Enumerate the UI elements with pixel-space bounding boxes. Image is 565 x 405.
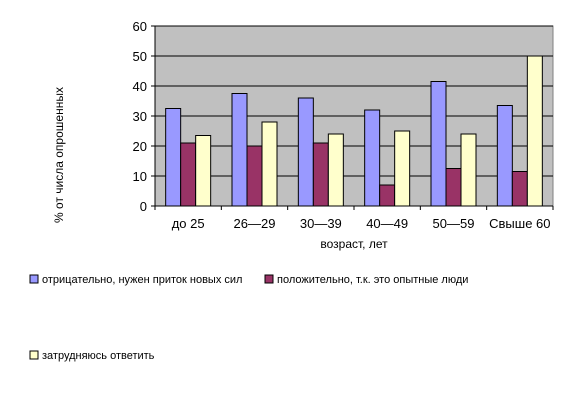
- legend-swatch: [29, 350, 39, 360]
- bar: [327, 133, 344, 207]
- x-tick-label: Свыше 60: [489, 216, 550, 231]
- y-tick-label: 20: [133, 139, 147, 154]
- bar: [312, 142, 329, 207]
- bar: [445, 168, 462, 207]
- legend-swatch: [264, 274, 274, 284]
- y-tick-label: 50: [133, 49, 147, 64]
- legend-label: затрудняюсь ответить: [42, 350, 155, 362]
- bar: [231, 93, 248, 207]
- y-tick-label: 60: [133, 19, 147, 34]
- y-axis-title: % от числа опрошенных: [52, 87, 66, 223]
- bar: [460, 133, 477, 207]
- bar: [526, 55, 543, 207]
- y-tick-label: 10: [133, 169, 147, 184]
- x-tick-label: 30—39: [300, 216, 342, 231]
- bar: [394, 130, 411, 207]
- bar: [246, 145, 263, 207]
- y-tick-label: 30: [133, 109, 147, 124]
- bar: [496, 105, 513, 207]
- bar: [180, 142, 197, 207]
- x-tick-label: 40—49: [366, 216, 408, 231]
- bar: [364, 109, 381, 207]
- x-tick-label: 50—59: [433, 216, 475, 231]
- bar: [430, 81, 447, 207]
- x-tick-label: 26—29: [234, 216, 276, 231]
- bar: [261, 121, 278, 207]
- bar: [379, 184, 396, 207]
- bar: [165, 108, 182, 207]
- y-tick-label: 0: [140, 199, 147, 214]
- y-tick-label: 40: [133, 79, 147, 94]
- bar: [195, 135, 212, 207]
- x-tick-label: до 25: [172, 216, 205, 231]
- legend-label: положительно, т.к. это опытные люди: [277, 274, 468, 286]
- x-axis-title: возраст, лет: [320, 237, 388, 251]
- bar: [297, 97, 314, 207]
- legend-swatch: [29, 274, 39, 284]
- legend-label: отрицательно, нужен приток новых сил: [42, 274, 242, 286]
- bar: [511, 171, 528, 207]
